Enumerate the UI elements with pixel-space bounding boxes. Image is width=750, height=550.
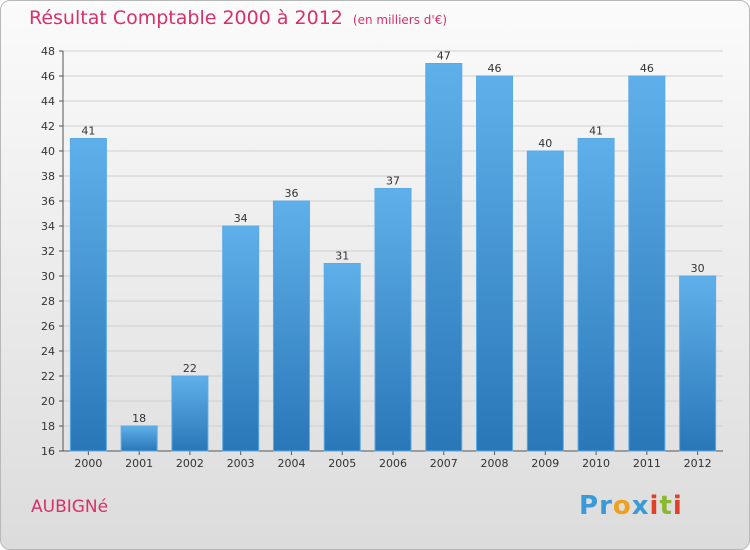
logo-letter: o xyxy=(612,491,632,521)
x-tick-label: 2010 xyxy=(582,457,610,470)
bar xyxy=(577,138,615,452)
chart-title: Résultat Comptable 2000 à 2012 (en millie… xyxy=(29,7,447,29)
y-tick-label: 20 xyxy=(41,395,55,408)
bar xyxy=(323,263,361,452)
chart-title-text: Résultat Comptable 2000 à 2012 xyxy=(29,7,343,29)
bar-value-label: 37 xyxy=(386,175,400,188)
y-tick-label: 34 xyxy=(41,220,55,233)
logo-letter: t xyxy=(659,491,673,521)
bar xyxy=(222,225,260,452)
x-tick-label: 2006 xyxy=(379,457,407,470)
bar-value-label: 46 xyxy=(640,62,654,75)
y-tick-label: 28 xyxy=(41,295,55,308)
x-tick-label: 2011 xyxy=(633,457,661,470)
logo-letter: P xyxy=(579,491,600,521)
logo-letter: r xyxy=(599,491,613,521)
x-tick-label: 2012 xyxy=(684,457,712,470)
bar xyxy=(272,200,310,452)
label-layer: 41 18 22 34 36 31 37 47 46 40 41 46 30 xyxy=(81,50,704,426)
bar xyxy=(69,138,107,452)
x-tick-label: 2008 xyxy=(481,457,509,470)
bar-layer xyxy=(69,63,717,452)
x-tick-label: 2002 xyxy=(176,457,204,470)
bar-value-label: 36 xyxy=(284,187,298,200)
y-tick-label: 32 xyxy=(41,245,55,258)
y-tick-label: 44 xyxy=(41,95,55,108)
logo-letter: i xyxy=(672,491,683,521)
bar xyxy=(476,75,514,452)
logo-letter: x xyxy=(631,491,650,521)
x-tick-label: 2004 xyxy=(277,457,305,470)
y-tick-label: 24 xyxy=(41,345,55,358)
axis-layer: 16 18 20 22 24 26 28 30 32 34 36 38 40 42 44 46 48 2000 20… xyxy=(41,45,723,470)
proxiti-logo[interactable]: Proxiti xyxy=(579,491,683,521)
bar-value-label: 41 xyxy=(589,125,603,138)
bar-value-label: 47 xyxy=(437,50,451,63)
bar-value-label: 46 xyxy=(488,62,502,75)
bar-value-label: 22 xyxy=(183,362,197,375)
logo-letter: i xyxy=(649,491,660,521)
bar xyxy=(526,150,564,452)
bar-value-label: 40 xyxy=(538,137,552,150)
bar-value-label: 34 xyxy=(234,212,248,225)
x-tick-label: 2009 xyxy=(531,457,559,470)
x-tick-label: 2005 xyxy=(328,457,356,470)
bar xyxy=(425,63,463,452)
x-tick-label: 2000 xyxy=(74,457,102,470)
bar xyxy=(171,375,209,452)
y-tick-label: 42 xyxy=(41,120,55,133)
y-tick-label: 16 xyxy=(41,445,55,458)
bar-value-label: 30 xyxy=(691,262,705,275)
x-tick-label: 2003 xyxy=(227,457,255,470)
y-tick-label: 18 xyxy=(41,420,55,433)
y-tick-label: 22 xyxy=(41,370,55,383)
y-tick-label: 40 xyxy=(41,145,55,158)
y-tick-label: 38 xyxy=(41,170,55,183)
y-tick-label: 30 xyxy=(41,270,55,283)
commune-name: AUBIGNé xyxy=(31,497,109,517)
bar xyxy=(120,425,158,452)
x-tick-label: 2001 xyxy=(125,457,153,470)
bar-value-label: 31 xyxy=(335,250,349,263)
bar xyxy=(628,75,666,452)
bar-value-label: 41 xyxy=(81,125,95,138)
y-tick-label: 26 xyxy=(41,320,55,333)
chart-subtitle: (en milliers d'€) xyxy=(352,13,448,27)
y-tick-label: 48 xyxy=(41,45,55,58)
x-tick-label: 2007 xyxy=(430,457,458,470)
y-tick-label: 46 xyxy=(41,70,55,83)
bar xyxy=(679,275,717,452)
bar-value-label: 18 xyxy=(132,412,146,425)
y-tick-label: 36 xyxy=(41,195,55,208)
bar xyxy=(374,188,412,452)
